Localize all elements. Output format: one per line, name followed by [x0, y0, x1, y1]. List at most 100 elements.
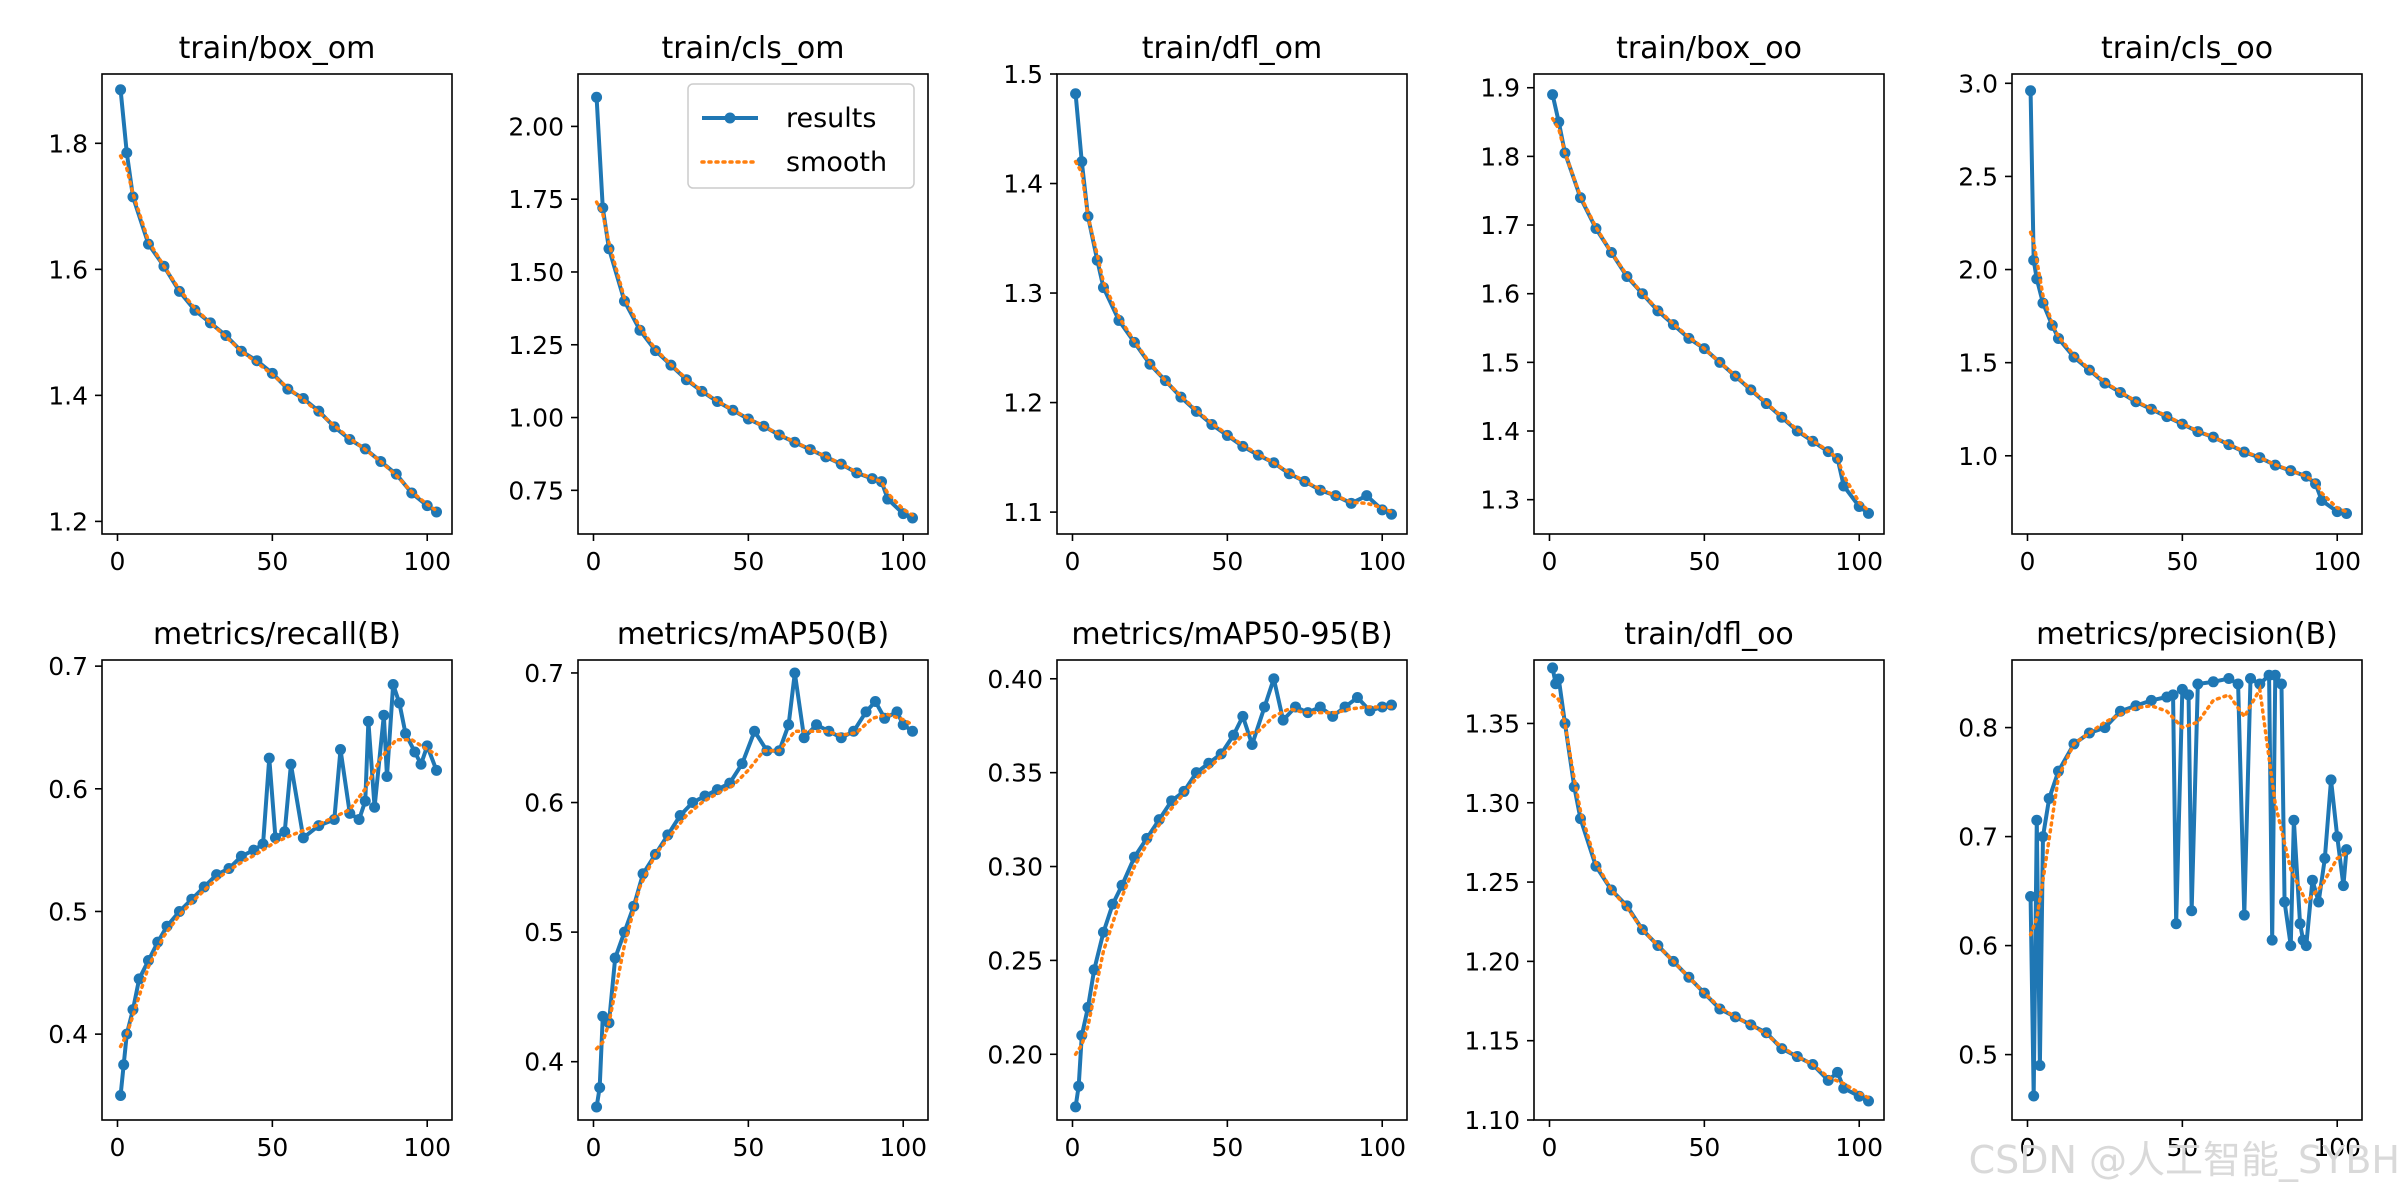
results-point	[2028, 1090, 2040, 1102]
y-tick-label: 0.5	[48, 897, 88, 926]
axes-frame	[1533, 73, 1885, 535]
y-tick-label: 2.5	[1958, 162, 1998, 191]
axes-frame	[577, 73, 929, 535]
x-tick-label: 100	[403, 1133, 451, 1162]
y-tick-label: 1.4	[1003, 170, 1043, 199]
results-point	[1351, 692, 1363, 704]
x-tick-label: 0	[1542, 1133, 1558, 1162]
results-point	[2223, 673, 2235, 685]
x-tick-label: 50	[732, 547, 764, 576]
results-point	[2034, 1060, 2046, 1071]
x-tick-label: 100	[879, 547, 927, 576]
y-tick-label: 0.6	[1958, 932, 1998, 961]
results-line	[1550, 667, 1870, 1103]
results-point	[783, 719, 795, 731]
watermark-text: CSDN @人工智能_SYBH	[1968, 1138, 2400, 1182]
subplot-train-cls-oo: train/cls_oo 0 50 100 1.0 1.5 2.0 2.5 3.0	[1958, 31, 2363, 576]
results-point	[335, 744, 346, 756]
results-point	[2341, 844, 2353, 856]
results-point	[2186, 905, 2198, 917]
results-point	[789, 667, 801, 679]
subplot-metrics-map50-95-b: metrics/mAP50-95(B) 0 50 100 0.20 0.25 0.30 0.3…	[987, 617, 1408, 1162]
results-point	[2266, 934, 2278, 946]
x-tick-label: 50	[732, 1133, 764, 1162]
results-point	[1547, 89, 1559, 101]
smooth-line	[118, 737, 439, 1049]
subplot-train-dfl-oo: train/dfl_oo 0 50 100 1.10 1.15 1.20 1.25 1.30 1.…	[1464, 617, 1885, 1162]
results-point	[1107, 898, 1119, 910]
plot-area	[2025, 669, 2353, 1102]
plot-area	[115, 679, 443, 1101]
results-point	[2025, 85, 2037, 97]
x-tick-label: 100	[403, 547, 451, 576]
x-tick-label: 50	[1688, 547, 1720, 576]
results-point	[1314, 701, 1326, 713]
results-point	[594, 1082, 606, 1094]
results-line	[118, 89, 438, 514]
y-tick-label: 1.75	[508, 185, 564, 214]
results-point	[2183, 689, 2195, 701]
subplot-train-box-oo: train/box_oo 0 50 100 1.3 1.4 1.5 1.6 1.7 1.8 1.9	[1480, 31, 1885, 576]
results-point	[2337, 880, 2349, 892]
results-point	[2245, 673, 2256, 685]
results-point	[674, 809, 686, 821]
results-point	[381, 771, 393, 783]
y-tick-label: 0.20	[987, 1040, 1043, 1069]
y-tick-label: 1.0	[1958, 442, 1998, 471]
results-point	[2254, 678, 2266, 690]
y-tick-label: 1.8	[48, 129, 88, 158]
results-line	[2028, 90, 2347, 516]
results-point	[263, 752, 275, 764]
results-point	[2043, 792, 2055, 804]
results-point	[2294, 918, 2306, 930]
results-point	[118, 1059, 130, 1071]
y-tick-label: 0.4	[524, 1048, 564, 1077]
y-tick-label: 1.25	[508, 331, 564, 360]
results-point	[2306, 874, 2318, 886]
y-tick-label: 1.5	[1003, 60, 1043, 89]
y-tick-label: 1.20	[1464, 947, 1520, 976]
y-tick-label: 0.25	[987, 946, 1043, 975]
x-tick-label: 100	[1358, 547, 1406, 576]
subplot-title: train/cls_oo	[2101, 31, 2273, 66]
subplot-title: train/cls_om	[662, 31, 845, 66]
subplot-title: train/dfl_om	[1142, 31, 1322, 66]
plot-area	[2025, 85, 2353, 520]
results-point	[2238, 909, 2250, 921]
subplot-train-dfl-om: train/dfl_om 0 50 100 1.1 1.2 1.3 1.4 1.5	[1003, 31, 1408, 576]
x-tick-label: 50	[1211, 1133, 1243, 1162]
results-point	[2037, 831, 2049, 843]
results-point	[378, 709, 390, 721]
results-point	[279, 826, 291, 838]
results-line	[1550, 94, 1870, 516]
results-point	[186, 893, 198, 905]
results-point	[297, 832, 309, 844]
subplot-metrics-recall-b: metrics/recall(B) 0 50 100 0.4 0.5 0.6 0.7	[48, 617, 453, 1162]
axes-frame	[1533, 659, 1885, 1121]
results-point	[328, 813, 340, 825]
smooth-line	[2028, 684, 2349, 937]
axes-frame	[2011, 659, 2363, 1121]
results-point	[1268, 673, 1280, 685]
y-tick-label: 1.2	[48, 507, 88, 536]
results-point	[2331, 831, 2343, 843]
results-point	[2207, 676, 2219, 688]
y-tick-label: 2.00	[508, 112, 564, 141]
results-point	[907, 725, 919, 737]
y-tick-label: 1.8	[1480, 142, 1520, 171]
x-tick-label: 0	[110, 1133, 126, 1162]
x-tick-label: 0	[2020, 547, 2036, 576]
y-tick-label: 1.10	[1464, 1106, 1520, 1135]
plot-area	[115, 84, 443, 518]
axes-frame	[577, 659, 929, 1121]
subplot-title: train/box_oo	[1616, 31, 1802, 66]
results-point	[2319, 852, 2331, 864]
y-tick-label: 0.35	[987, 759, 1043, 788]
axes-frame	[1056, 659, 1408, 1121]
x-tick-label: 50	[1688, 1133, 1720, 1162]
results-point	[1559, 717, 1571, 729]
x-tick-label: 0	[110, 547, 126, 576]
results-point	[869, 695, 881, 707]
results-point	[344, 807, 356, 819]
